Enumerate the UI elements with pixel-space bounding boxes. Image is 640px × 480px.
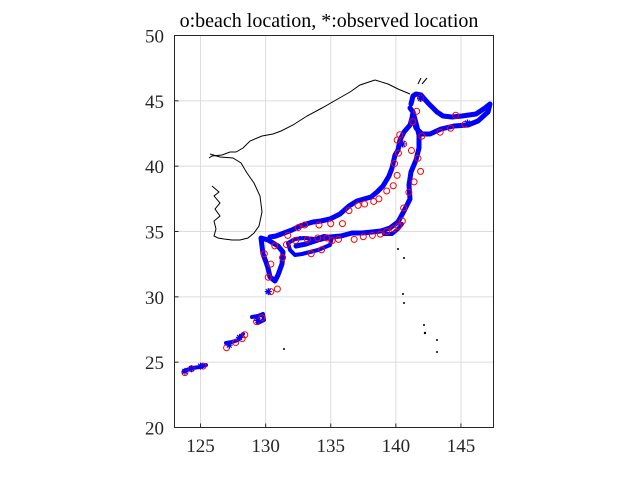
beach-location-marker (307, 250, 315, 258)
observed-location-marker (463, 119, 471, 127)
beach-location-marker (418, 132, 426, 140)
beach-location-marker (279, 254, 287, 262)
beach-location-marker (447, 124, 455, 132)
observed-location-marker (181, 367, 189, 375)
observed-location-marker (254, 316, 262, 324)
observed-location-marker (417, 94, 425, 102)
y-tick-label: 40 (145, 157, 164, 178)
beach-location-marker (413, 107, 421, 115)
beach-location-marker (303, 235, 311, 243)
russia-coastline (374, 79, 411, 95)
beach-location-marker (383, 228, 391, 235)
beach-location-marker (393, 136, 401, 144)
beach-location-marker (267, 260, 275, 268)
beach-location-marker (394, 222, 402, 230)
observed-asterisks (181, 94, 471, 375)
beach-location-marker (273, 285, 281, 293)
beach-location-marker (368, 231, 376, 239)
beach-locations (181, 94, 469, 377)
y-tick-label: 45 (145, 92, 164, 113)
beach-location-marker (389, 182, 397, 190)
y-tick-label: 50 (145, 27, 164, 48)
island (397, 248, 399, 250)
beach-location-marker (398, 217, 406, 225)
beach-location-marker (370, 197, 378, 205)
observed-location-marker (236, 333, 244, 341)
beach-location-marker (414, 154, 422, 162)
korea-coastline (209, 153, 263, 241)
beach-location-marker (328, 237, 336, 245)
beach-location-marker (292, 237, 300, 245)
y-tick-label: 30 (145, 288, 164, 309)
beach-location-marker (315, 221, 323, 229)
beach-location-marker (354, 201, 362, 209)
beach-location-marker (301, 221, 309, 229)
beach-location-marker (394, 149, 402, 157)
beach-location-marker (282, 241, 290, 249)
island (283, 348, 285, 350)
beach-location-marker (359, 233, 367, 241)
island (403, 257, 405, 259)
island (436, 339, 438, 341)
grid (174, 35, 494, 428)
beach-location-marker (361, 200, 369, 208)
coastline-layer (208, 77, 438, 353)
observed-location-marker (197, 362, 205, 370)
observed-location-marker (264, 288, 272, 296)
observed-location-marker (398, 140, 406, 148)
observed-locations (182, 91, 493, 373)
beach-location-marker (335, 235, 343, 243)
beach-location-marker (260, 250, 268, 258)
observed-location-marker (187, 365, 195, 373)
beach-location-marker (327, 220, 335, 228)
beach-location-marker (436, 128, 444, 136)
y-tick-label: 35 (145, 223, 164, 244)
beach-location-marker (405, 188, 413, 196)
beach-location-marker (393, 171, 401, 179)
sakhalin-outline (417, 77, 428, 85)
island (402, 293, 404, 295)
beach-location-marker (383, 187, 391, 195)
beach-location-marker (410, 178, 418, 186)
island (403, 302, 405, 304)
beach-location-marker (264, 273, 272, 281)
island (423, 324, 425, 326)
y-axis: 20 25 30 35 40 45 50 (145, 27, 179, 440)
island (423, 331, 427, 335)
beach-location-marker (258, 314, 266, 322)
beach-location-marker (345, 207, 353, 215)
beach-location-marker (391, 160, 399, 168)
figure-title: o:beach location, *:observed location (180, 10, 479, 32)
shikoku-observed-track (286, 234, 334, 257)
mainland-coastline (208, 79, 376, 159)
beach-location-marker (318, 246, 326, 254)
beach-location-marker (400, 204, 408, 212)
beach-location-marker (271, 242, 279, 250)
beach-location-marker (284, 231, 292, 239)
observed-location-marker (225, 341, 233, 349)
x-tick-label: 130 (251, 436, 280, 457)
x-axis: 125 130 135 140 145 (186, 423, 476, 457)
beach-location-marker (294, 224, 302, 232)
y-tick-label: 20 (145, 419, 164, 440)
beach-location-marker (452, 111, 460, 119)
beach-location-marker (407, 146, 415, 154)
y-tick-label: 25 (145, 353, 164, 374)
beach-location-marker (232, 339, 240, 347)
beach-location-marker (376, 230, 384, 238)
beach-location-marker (338, 220, 346, 228)
x-tick-label: 135 (316, 436, 345, 457)
island (436, 351, 438, 353)
beach-location-marker (417, 167, 425, 175)
x-tick-label: 145 (447, 436, 476, 457)
honshu-observed-track (267, 105, 416, 240)
x-tick-label: 125 (186, 436, 215, 457)
beach-location-marker (409, 118, 417, 126)
x-tick-label: 140 (382, 436, 411, 457)
beach-location-marker (314, 234, 322, 242)
beach-location-marker (350, 235, 358, 243)
